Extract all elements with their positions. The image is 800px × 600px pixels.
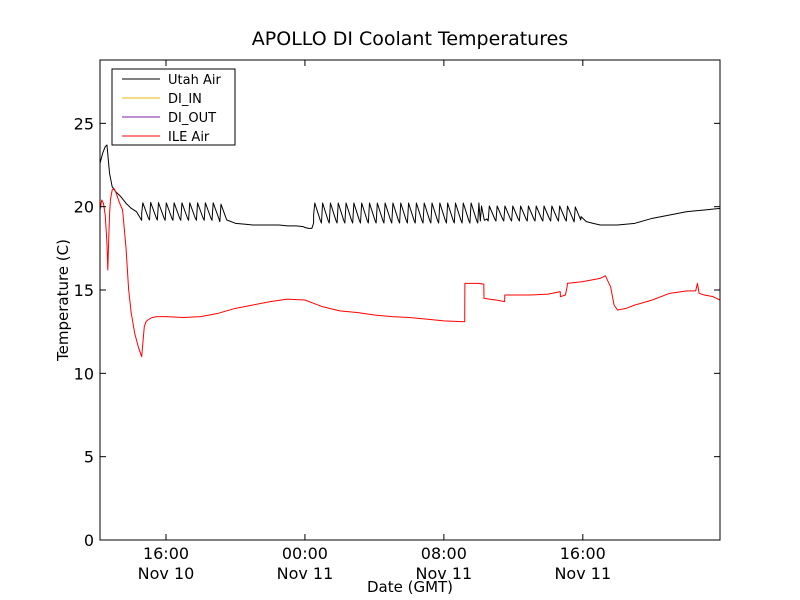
legend-box: [111, 68, 236, 146]
legend-label: Utah Air: [168, 73, 221, 88]
x-tick-time-label: 00:00: [282, 544, 328, 563]
x-tick-date-label: Nov 11: [554, 564, 611, 583]
y-tick-label: 15: [74, 281, 94, 300]
y-tick-label: 25: [74, 114, 94, 133]
legend-label: DI_OUT: [168, 111, 216, 126]
legend: Utah Air DI_IN DI_OUT ILE Air: [111, 68, 236, 146]
series-line-utah-air: [99, 144, 721, 229]
data-series-group: [99, 144, 721, 358]
x-tick-date-label: Nov 11: [416, 564, 473, 583]
x-tick-time-label: 08:00: [421, 544, 467, 563]
x-tick-time-label: 16:00: [143, 544, 189, 563]
y-tick-label: 0: [84, 531, 94, 550]
x-tick-date-label: Nov 10: [138, 564, 195, 583]
legend-label: ILE Air: [168, 130, 210, 145]
x-tick-time-label: 16:00: [560, 544, 606, 563]
y-tick-label: 5: [84, 448, 94, 467]
x-axis-label: Date (GMT): [367, 578, 453, 596]
series-line-ile-air: [99, 187, 721, 358]
plot-frame: [99, 59, 721, 541]
y-tick-label: 20: [74, 198, 94, 217]
y-tick-label: 10: [74, 364, 94, 383]
legend-label: DI_IN: [168, 92, 202, 107]
chart-title: APOLLO DI Coolant Temperatures: [252, 28, 568, 50]
x-tick-date-label: Nov 11: [277, 564, 334, 583]
y-axis-label: Temperature (C): [54, 239, 72, 362]
